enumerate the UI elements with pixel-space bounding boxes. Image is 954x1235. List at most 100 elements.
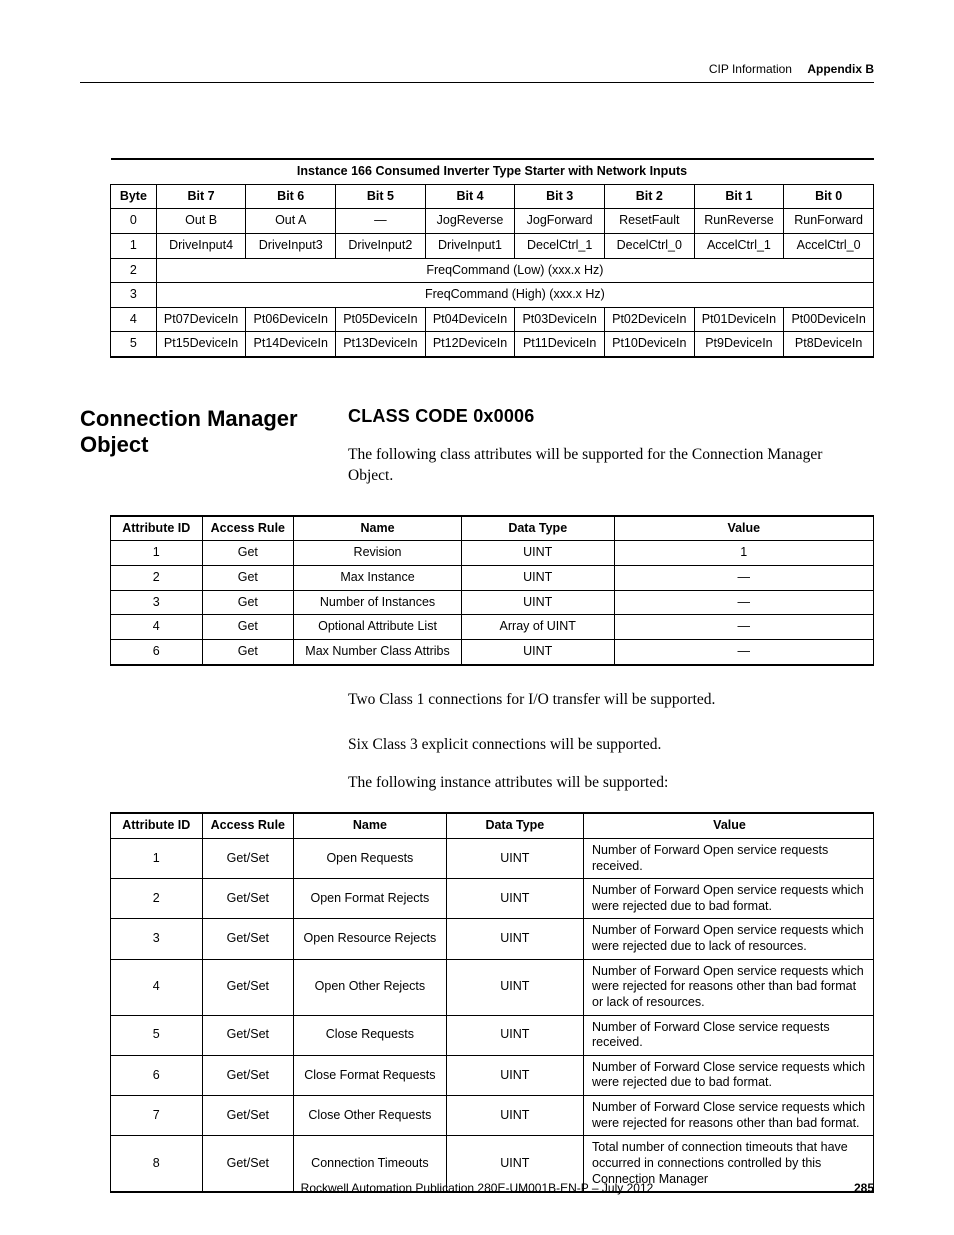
header-rule [80,82,874,83]
table1-header-row: Byte Bit 7 Bit 6 Bit 5 Bit 4 Bit 3 Bit 2… [111,184,874,209]
cell: Out A [246,209,336,234]
cell: Out B [156,209,246,234]
table-row: 3GetNumber of InstancesUINT— [111,590,874,615]
cell: ResetFault [604,209,694,234]
table-row: 2FreqCommand (Low) (xxx.x Hz) [111,258,874,283]
table-row: 1Get/SetOpen RequestsUINTNumber of Forwa… [111,838,874,878]
cell: — [614,566,873,591]
cell: Get/Set [202,959,294,1015]
table-row: 1GetRevisionUINT1 [111,541,874,566]
cell: 2 [111,566,203,591]
section-intro: The following class attributes will be s… [348,445,868,487]
cell: Pt9DeviceIn [694,332,784,357]
cell: Pt14DeviceIn [246,332,336,357]
cell: — [336,209,426,234]
cell-byte: 4 [111,307,157,332]
cell: 6 [111,1055,203,1095]
table-instance-attributes: Attribute ID Access Rule Name Data Type … [110,812,874,1193]
cell: Number of Forward Close service requests… [584,1055,874,1095]
cell: Get/Set [202,1096,294,1136]
col-byte: Byte [111,184,157,209]
cell: UINT [446,919,583,959]
cell: Max Number Class Attribs [294,639,462,664]
cell: — [614,615,873,640]
cell: UINT [446,838,583,878]
cell: RunForward [784,209,874,234]
table-row: 5Pt15DeviceInPt14DeviceInPt13DeviceInPt1… [111,332,874,357]
cell: UINT [446,1096,583,1136]
page-content: Instance 166 Consumed Inverter Type Star… [110,158,874,1193]
cell: 1 [111,838,203,878]
table-row: 2Get/SetOpen Format RejectsUINTNumber of… [111,879,874,919]
cell: UINT [446,959,583,1015]
table-row: 4GetOptional Attribute ListArray of UINT… [111,615,874,640]
cell: Close Other Requests [294,1096,447,1136]
table3-header-row: Attribute ID Access Rule Name Data Type … [111,813,874,838]
para-instance-intro: The following instance attributes will b… [348,773,868,794]
table-row: 5Get/SetClose RequestsUINTNumber of Forw… [111,1015,874,1055]
t2-col-id: Attribute ID [111,516,203,541]
cell: 4 [111,615,203,640]
cell: 1 [614,541,873,566]
table-row: 4Get/SetOpen Other RejectsUINTNumber of … [111,959,874,1015]
footer-publication: Rockwell Automation Publication 280E-UM0… [0,1181,954,1195]
cell: UINT [446,1055,583,1095]
cell: UINT [461,590,614,615]
cell: JogForward [515,209,605,234]
cell: RunReverse [694,209,784,234]
table-row: 6Get/SetClose Format RequestsUINTNumber … [111,1055,874,1095]
cell-byte: 2 [111,258,157,283]
cell: Pt11DeviceIn [515,332,605,357]
cell: Get [202,541,294,566]
cell: Revision [294,541,462,566]
cell: — [614,639,873,664]
cell: 5 [111,1015,203,1055]
table-row: 7Get/SetClose Other RequestsUINTNumber o… [111,1096,874,1136]
table2-header-row: Attribute ID Access Rule Name Data Type … [111,516,874,541]
table-row: 3FreqCommand (High) (xxx.x Hz) [111,283,874,308]
cell: Pt13DeviceIn [336,332,426,357]
cell: Pt07DeviceIn [156,307,246,332]
t3-col-id: Attribute ID [111,813,203,838]
table-row: 3Get/SetOpen Resource RejectsUINTNumber … [111,919,874,959]
t2-col-name: Name [294,516,462,541]
col-bit3: Bit 3 [515,184,605,209]
cell: DriveInput1 [425,233,515,258]
cell: Get/Set [202,838,294,878]
cell: Get [202,639,294,664]
cell: AccelCtrl_0 [784,233,874,258]
cell: Pt05DeviceIn [336,307,426,332]
cell: Pt00DeviceIn [784,307,874,332]
cell: Number of Forward Close service requests… [584,1015,874,1055]
cell: UINT [446,1015,583,1055]
cell: DecelCtrl_1 [515,233,605,258]
header-appendix: Appendix B [807,62,874,76]
t3-col-access: Access Rule [202,813,294,838]
para-class3: Six Class 3 explicit connections will be… [348,735,868,756]
cell: 6 [111,639,203,664]
cell: Max Instance [294,566,462,591]
cell-byte: 3 [111,283,157,308]
cell: Get [202,566,294,591]
cell: Open Other Rejects [294,959,447,1015]
cell: Pt04DeviceIn [425,307,515,332]
cell: DriveInput4 [156,233,246,258]
t3-col-datatype: Data Type [446,813,583,838]
cell-byte: 1 [111,233,157,258]
cell: 3 [111,590,203,615]
cell: Number of Forward Open service requests … [584,919,874,959]
cell: Pt06DeviceIn [246,307,336,332]
cell: Get/Set [202,919,294,959]
cell: DriveInput3 [246,233,336,258]
table1-title: Instance 166 Consumed Inverter Type Star… [111,159,874,184]
cell: Open Requests [294,838,447,878]
cell-byte: 5 [111,332,157,357]
page-number: 285 [854,1181,874,1195]
cell: Optional Attribute List [294,615,462,640]
table-class-attributes: Attribute ID Access Rule Name Data Type … [110,515,874,666]
cell: 3 [111,919,203,959]
cell: Number of Forward Close service requests… [584,1096,874,1136]
running-header: CIP Information Appendix B [709,62,874,76]
cell: DriveInput2 [336,233,426,258]
cell: Open Format Rejects [294,879,447,919]
